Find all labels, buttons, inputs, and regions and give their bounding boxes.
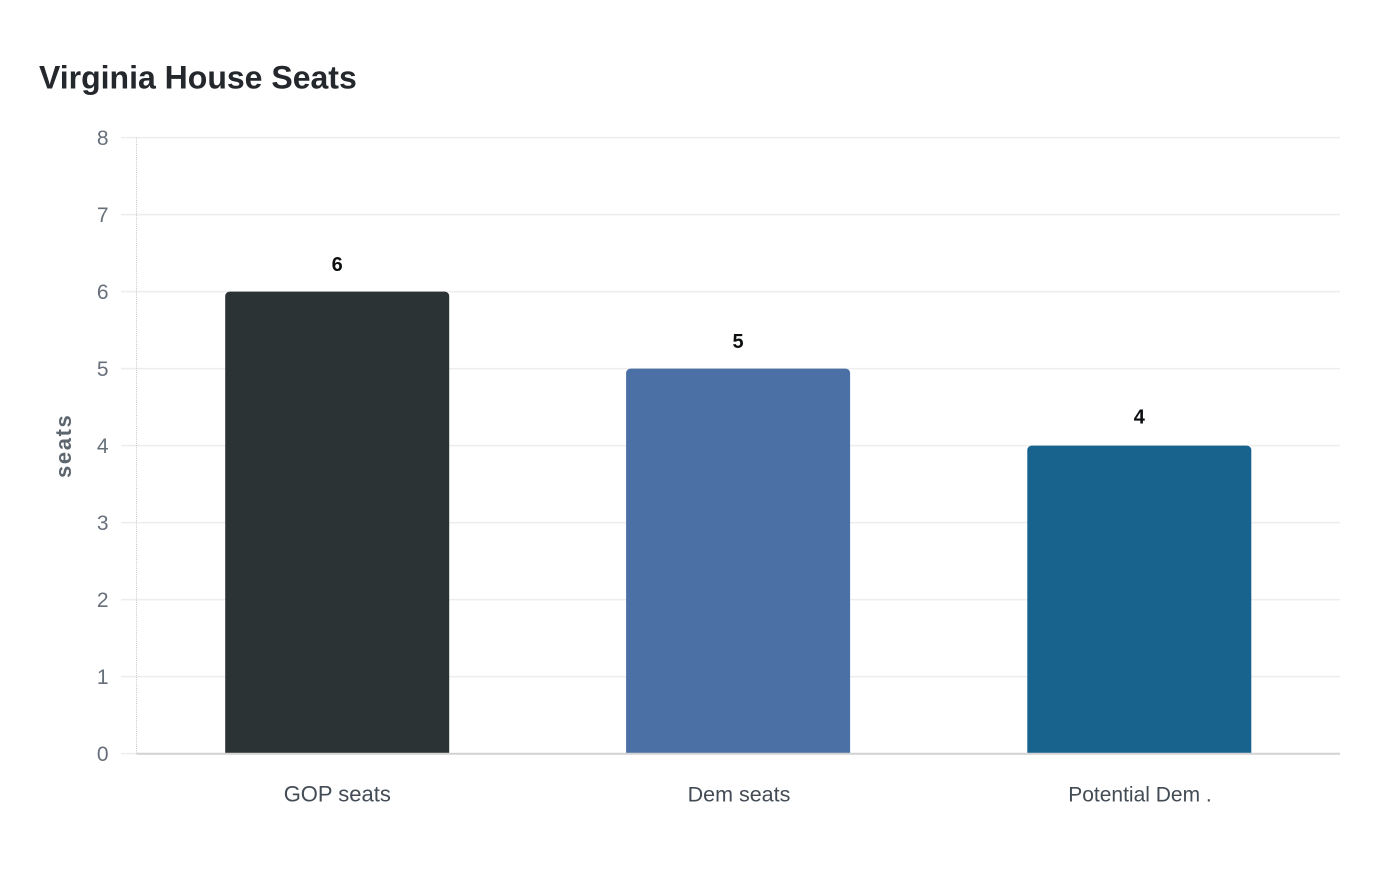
svg-text:0: 0 xyxy=(97,743,109,766)
svg-text:5: 5 xyxy=(97,358,109,381)
svg-text:4: 4 xyxy=(1134,407,1146,429)
svg-text:GOP seats: GOP seats xyxy=(284,782,391,807)
svg-text:1: 1 xyxy=(97,666,109,689)
svg-text:Dem seats: Dem seats xyxy=(688,783,791,807)
svg-text:4: 4 xyxy=(97,435,109,458)
svg-text:5: 5 xyxy=(733,331,744,353)
svg-text:8: 8 xyxy=(97,127,109,150)
svg-text:6: 6 xyxy=(97,281,109,304)
svg-text:2: 2 xyxy=(97,589,109,612)
svg-text:3: 3 xyxy=(97,512,109,535)
svg-text:seats: seats xyxy=(51,414,76,478)
svg-text:6: 6 xyxy=(332,254,343,276)
svg-text:Potential Dem .: Potential Dem . xyxy=(1068,784,1212,807)
svg-text:Virginia House Seats: Virginia House Seats xyxy=(39,59,357,95)
svg-text:7: 7 xyxy=(97,204,109,227)
